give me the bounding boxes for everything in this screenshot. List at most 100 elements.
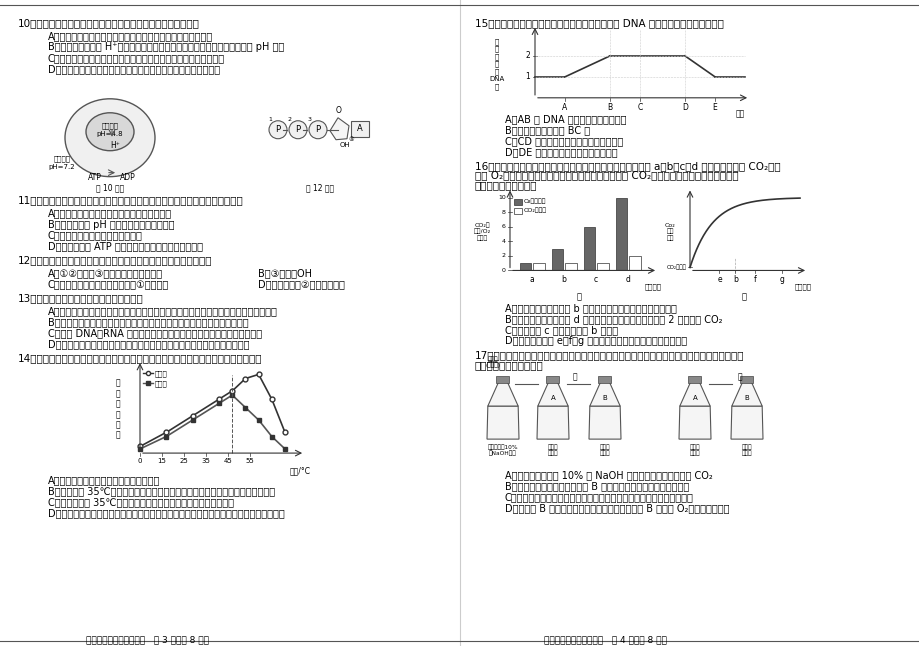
Text: 25: 25 (179, 458, 188, 464)
Polygon shape (588, 406, 620, 439)
Text: 质量分数为10%
的NaOH溶液: 质量分数为10% 的NaOH溶液 (487, 444, 517, 456)
Text: A: A (562, 103, 567, 112)
Text: C．图甲中的 c 点和图乙中的 b 点对应: C．图甲中的 c 点和图乙中的 b 点对应 (505, 325, 618, 335)
Text: 时间: 时间 (734, 110, 743, 119)
Bar (551, 248, 562, 270)
Text: 酸度溶液: 酸度溶液 (53, 156, 71, 162)
Text: f: f (753, 276, 755, 285)
Text: c: c (594, 276, 597, 285)
Text: D．正常生理状态下，溶酶体对自身机体的细胞结构存在分解作用: D．正常生理状态下，溶酶体对自身机体的细胞结构存在分解作用 (48, 64, 220, 74)
Text: B: B (602, 395, 607, 401)
Text: b: b (562, 276, 566, 285)
Text: 量和 O₂产生总量的变化。图乙表示水稻在最适温度下 CO₂吸收速率与光照强度的关系。下: 量和 O₂产生总量的变化。图乙表示水稻在最适温度下 CO₂吸收速率与光照强度的关… (474, 171, 738, 181)
Text: 2: 2 (502, 254, 505, 258)
Text: 11．胃蛋白酶会随食糜进入小肠，但胃蛋白酶进入小肠也会失活，其主要原因是: 11．胃蛋白酶会随食糜进入小肠，但胃蛋白酶进入小肠也会失活，其主要原因是 (18, 195, 244, 206)
Text: 乙: 乙 (737, 372, 742, 381)
Polygon shape (487, 382, 517, 406)
Text: A．AB 段 DNA 复制，染色体随之加倍: A．AB 段 DNA 复制，染色体随之加倍 (505, 114, 626, 124)
Text: CO₂释放量: CO₂释放量 (666, 265, 686, 270)
Bar (514, 208, 521, 214)
Text: 甲: 甲 (576, 292, 581, 302)
Polygon shape (486, 406, 518, 439)
Bar (533, 263, 544, 270)
Text: 8: 8 (502, 210, 505, 215)
Text: D．DE 段着丝点分裂，染色体数目加倍: D．DE 段着丝点分裂，染色体数目加倍 (505, 147, 617, 157)
Text: C．观察 DNA、RNA 分布时，先在低倍镜下找出染色均匀、色泽浅的区域: C．观察 DNA、RNA 分布时，先在低倍镜下找出染色均匀、色泽浅的区域 (48, 328, 262, 338)
Text: P: P (315, 126, 320, 134)
Text: 列有关说法，正确的是: 列有关说法，正确的是 (474, 181, 537, 191)
Text: g: g (778, 276, 784, 285)
Text: ATP: ATP (88, 173, 102, 182)
Text: 高一生物学科综合测试卷   第 4 页（共 8 页）: 高一生物学科综合测试卷 第 4 页（共 8 页） (543, 636, 665, 644)
Ellipse shape (85, 113, 134, 151)
Polygon shape (330, 118, 348, 140)
Text: 光照强度: 光照强度 (644, 283, 661, 290)
Text: A．观察洋葱根尖细胞有丝分裂装片时，需依次在显微镜下找到前、中、后、末期的细胞: A．观察洋葱根尖细胞有丝分裂装片时，需依次在显微镜下找到前、中、后、末期的细胞 (48, 307, 278, 316)
Bar (514, 199, 521, 204)
Text: CO₂释
放量/O₂
产生量: CO₂释 放量/O₂ 产生量 (473, 222, 490, 241)
Text: A．溶酶体主要分布在植物细胞中，溶酶体腔中含有多种水解酶: A．溶酶体主要分布在植物细胞中，溶酶体腔中含有多种水解酶 (48, 31, 213, 41)
Polygon shape (678, 406, 710, 439)
Text: 15．如图为洋葱根尖细胞进行细胞分裂时染色体与 DNA 的关系，下列说法正确的是: 15．如图为洋葱根尖细胞进行细胞分裂时染色体与 DNA 的关系，下列说法正确的是 (474, 18, 723, 28)
FancyBboxPatch shape (351, 121, 369, 137)
Polygon shape (731, 406, 762, 439)
Text: a: a (529, 276, 534, 285)
Text: B．当温度为 35℃时，植株甲的光合作用强度与呼吸作用强度的差值与植物乙相同: B．当温度为 35℃时，植株甲的光合作用强度与呼吸作用强度的差值与植物乙相同 (48, 486, 275, 496)
Bar (629, 256, 640, 270)
Text: 酵母菌
培养液: 酵母菌 培养液 (689, 444, 699, 456)
Text: 实验的说法，不正确的是: 实验的说法，不正确的是 (474, 360, 543, 370)
Polygon shape (731, 382, 761, 406)
Text: C．甲、乙两组实验探究的分别是酵母菌在有氧、无氧条件下的呼吸方式: C．甲、乙两组实验探究的分别是酵母菌在有氧、无氧条件下的呼吸方式 (505, 492, 693, 502)
Text: A: A (550, 395, 555, 401)
Text: 溶酶体腔: 溶酶体腔 (101, 122, 119, 129)
Text: C．当温度高于 35℃时，植物甲的呼吸作用强度大于光合作用强度: C．当温度高于 35℃时，植物甲的呼吸作用强度大于光合作用强度 (48, 497, 233, 507)
Text: 17．为了探究酵母菌细胞呼吸的方式，某同学将实验材料和用具按如图所示安装好。以下关于该: 17．为了探究酵母菌细胞呼吸的方式，某同学将实验材料和用具按如图所示安装好。以下… (474, 350, 743, 360)
Text: 第 12 题图: 第 12 题图 (306, 184, 334, 193)
Text: A．加入质量分数为 10% 的 NaOH 溶液是为了吸收空气中的 CO₂: A．加入质量分数为 10% 的 NaOH 溶液是为了吸收空气中的 CO₂ (505, 470, 712, 480)
Bar (519, 263, 530, 270)
Text: C．CD 段通过显微镜观察赤道板清晰可见: C．CD 段通过显微镜观察赤道板清晰可见 (505, 136, 622, 146)
Bar (598, 377, 611, 383)
Text: A: A (357, 124, 362, 133)
Text: 10: 10 (498, 195, 505, 200)
Ellipse shape (65, 99, 154, 177)
Text: C: C (637, 103, 642, 112)
Text: A．小肠中温度高于胃，温度不同抑制了酶活性: A．小肠中温度高于胃，温度不同抑制了酶活性 (48, 208, 172, 219)
Text: C．小肠中没有胃蛋白酶作用的底物: C．小肠中没有胃蛋白酶作用的底物 (48, 230, 142, 241)
Text: Co₂
吸收
速率: Co₂ 吸收 速率 (664, 223, 675, 241)
Polygon shape (679, 382, 709, 406)
Text: B．③表示－OH: B．③表示－OH (257, 269, 312, 278)
Text: 1: 1 (267, 116, 272, 122)
Bar (740, 377, 753, 383)
Text: O₂产生总量: O₂产生总量 (524, 199, 546, 204)
Text: B．图甲中，光照强度为 d 时，单位时间内细胞从周围吸收 2 个单位的 CO₂: B．图甲中，光照强度为 d 时，单位时间内细胞从周围吸收 2 个单位的 CO₂ (505, 314, 721, 324)
Text: 4: 4 (502, 239, 505, 244)
Text: D．导致甲乙两种植株光合作用差异的直接原因是甲乙两植株中与光合作用有关的酶有差异: D．导致甲乙两种植株光合作用差异的直接原因是甲乙两植株中与光合作用有关的酶有差异 (48, 508, 285, 518)
Text: e: e (717, 276, 721, 285)
Text: ④: ④ (347, 137, 354, 142)
Text: 高一生物学科综合测试卷   第 3 页（共 8 页）: 高一生物学科综合测试卷 第 3 页（共 8 页） (86, 636, 210, 644)
Text: 15: 15 (157, 458, 166, 464)
Text: 14．如图为甲乙两种植物释放氧气的速率与其所处温度的关系，下列有关说法错误的是: 14．如图为甲乙两种植物释放氧气的速率与其所处温度的关系，下列有关说法错误的是 (18, 353, 262, 363)
Text: 甲: 甲 (572, 372, 577, 381)
Text: P: P (275, 126, 280, 134)
Text: B．探究酵母菌呼吸方式需设置有氧和无氧两种条件，其中无氧条件是对照组: B．探究酵母菌呼吸方式需设置有氧和无氧两种条件，其中无氧条件是对照组 (48, 318, 248, 327)
Bar (496, 377, 509, 383)
Polygon shape (589, 382, 619, 406)
Text: 1: 1 (525, 72, 529, 82)
Polygon shape (537, 406, 568, 439)
Text: 10．下图为真核细胞中溶酶体的结构示意图，下列叙述错误的是: 10．下图为真核细胞中溶酶体的结构示意图，下列叙述错误的是 (18, 18, 199, 28)
Text: 植物甲: 植物甲 (154, 370, 167, 377)
Text: 澄清的
石灰水: 澄清的 石灰水 (599, 444, 609, 456)
Text: 释
放
氧
气
速
率: 释 放 氧 气 速 率 (116, 378, 120, 440)
Text: A: A (692, 395, 697, 401)
Text: H⁺: H⁺ (110, 141, 119, 150)
Circle shape (309, 121, 326, 138)
Text: D．吸能反应与②的合成相联系: D．吸能反应与②的合成相联系 (257, 280, 345, 289)
Text: 13．下列有关生物学实验的叙述，正确的是: 13．下列有关生物学实验的叙述，正确的是 (18, 293, 143, 303)
Bar (565, 263, 576, 270)
Bar (616, 197, 627, 270)
Text: 第 10 题图: 第 10 题图 (96, 184, 124, 193)
Text: 35: 35 (201, 458, 210, 464)
Text: OH: OH (339, 142, 350, 148)
